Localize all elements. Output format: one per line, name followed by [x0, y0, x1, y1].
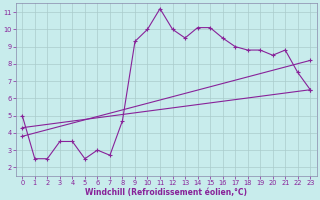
- X-axis label: Windchill (Refroidissement éolien,°C): Windchill (Refroidissement éolien,°C): [85, 188, 247, 197]
